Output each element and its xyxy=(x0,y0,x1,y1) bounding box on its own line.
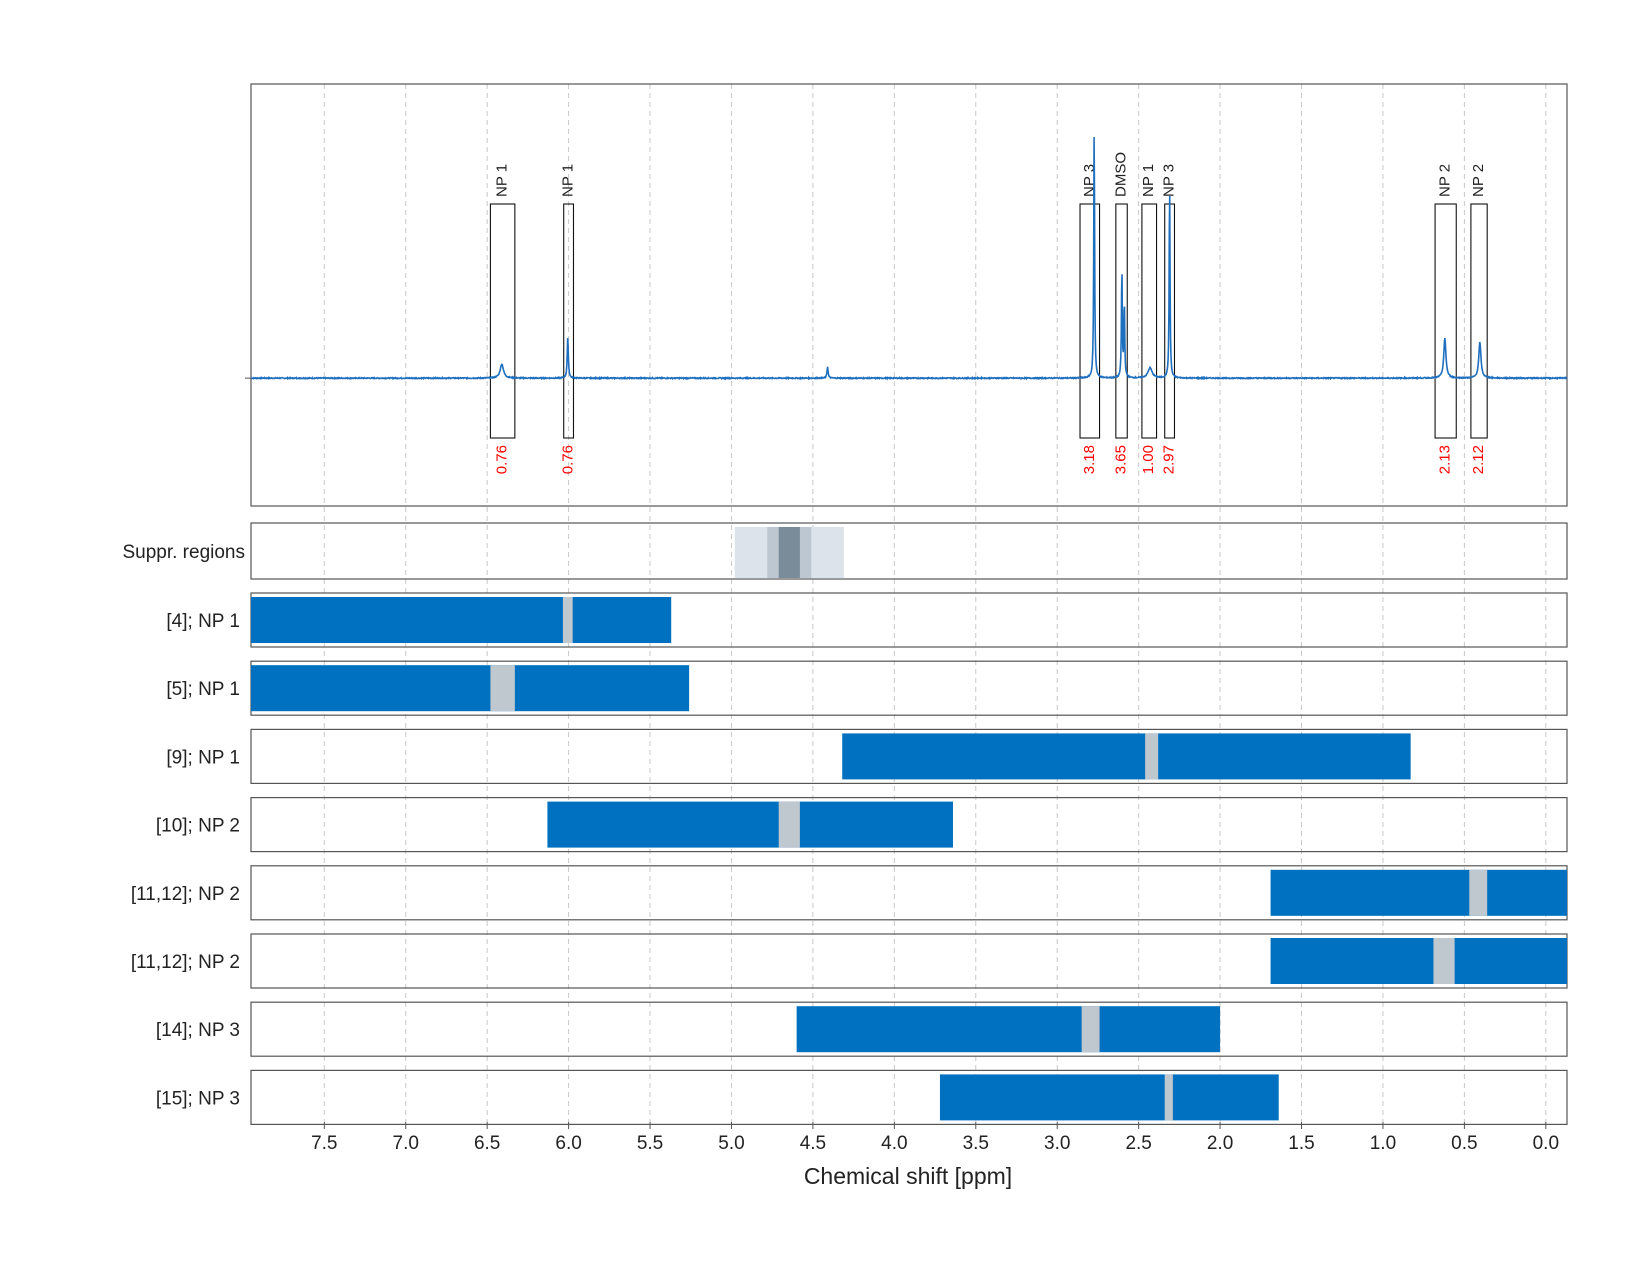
x-tick-label: 2.0 xyxy=(1207,1133,1233,1154)
signal-window xyxy=(562,597,573,643)
region-bar xyxy=(251,597,672,643)
x-axis: Chemical shift [ppm] 7.5 7.0 6.5 6.0 5.5 5.0 4… xyxy=(311,1122,1559,1189)
region-row: [4]; NP 1 xyxy=(166,592,1568,648)
signal-window xyxy=(490,665,515,712)
signal-window xyxy=(1469,869,1488,916)
peak-label: NP 3 xyxy=(1161,164,1178,197)
region-bar xyxy=(547,801,953,848)
peak-label: DMSO xyxy=(1113,152,1130,197)
integral-value: 2.97 xyxy=(1161,445,1178,474)
integration-box xyxy=(1141,203,1158,439)
integral-value: 3.65 xyxy=(1113,445,1130,474)
x-tick-label: 2.5 xyxy=(1125,1133,1151,1154)
peak-label: NP 1 xyxy=(1140,164,1157,197)
region-bar xyxy=(1270,869,1567,916)
row-frame xyxy=(250,1069,1568,1126)
integral-value: 2.12 xyxy=(1470,445,1487,474)
signal-window xyxy=(1433,938,1455,984)
integration-box xyxy=(1079,203,1101,439)
region-row: [5]; NP 1 xyxy=(166,660,1568,716)
row-label: [11,12]; NP 2 xyxy=(131,884,240,905)
integration-box xyxy=(1434,203,1457,439)
x-tick-label: 6.5 xyxy=(474,1133,500,1154)
region-bar xyxy=(796,1006,1221,1053)
row-frame xyxy=(250,796,1568,853)
integral-value: 1.00 xyxy=(1140,445,1157,474)
row-label: [9]; NP 1 xyxy=(166,747,240,768)
x-tick-label: 0.0 xyxy=(1533,1133,1559,1154)
integration-box xyxy=(1470,203,1488,439)
x-tick-label: 0.5 xyxy=(1451,1133,1477,1154)
signal-window xyxy=(1164,1074,1173,1121)
signal-window xyxy=(778,801,800,848)
x-tick-label: 6.0 xyxy=(555,1133,581,1154)
integration-box xyxy=(489,203,516,439)
x-axis-title: Chemical shift [ppm] xyxy=(804,1163,1012,1189)
x-tick-label: 1.0 xyxy=(1370,1133,1396,1154)
integral-value: 2.13 xyxy=(1437,445,1454,474)
row-frame xyxy=(250,728,1568,785)
integral-value: 0.76 xyxy=(560,445,577,474)
region-bar xyxy=(1270,938,1567,984)
spectrum-panel-frame xyxy=(250,83,1568,507)
x-tick-label: 4.0 xyxy=(881,1133,907,1154)
x-tick-label: 3.0 xyxy=(1044,1133,1070,1154)
suppression-label: Suppr. regions xyxy=(122,542,245,563)
row-frame xyxy=(250,1001,1568,1057)
region-row: [15]; NP 3 xyxy=(156,1069,1568,1126)
peak-label: NP 1 xyxy=(560,164,577,197)
region-bar xyxy=(251,665,690,712)
x-tick-label: 7.0 xyxy=(393,1133,419,1154)
x-tick-label: 4.5 xyxy=(800,1133,826,1154)
peak-label: NP 2 xyxy=(1470,164,1487,197)
region-row: [9]; NP 1 xyxy=(166,728,1568,785)
suppression-panel-frame xyxy=(250,522,1568,580)
spectrum-panel: NP 1 0.76 NP 1 0.76 NP 3 3.18 DMSO 3.65 NP 1 1.00… xyxy=(245,137,1568,474)
peak-label: NP 2 xyxy=(1437,164,1454,197)
region-bar xyxy=(939,1074,1279,1121)
integration-box xyxy=(563,203,575,439)
suppression-band xyxy=(778,527,800,578)
spectrum-trace xyxy=(250,137,1568,381)
row-label: [10]; NP 2 xyxy=(156,816,240,837)
region-row: [11,12]; NP 2 xyxy=(131,865,1568,921)
row-label: [4]; NP 1 xyxy=(166,611,240,632)
x-tick-label: 1.5 xyxy=(1288,1133,1314,1154)
region-row: [10]; NP 2 xyxy=(156,796,1568,853)
peak-label: NP 1 xyxy=(494,164,511,197)
integral-value: 3.18 xyxy=(1081,445,1098,474)
region-bar xyxy=(842,733,1411,780)
row-label: [15]; NP 3 xyxy=(156,1088,240,1109)
x-tick-label: 7.5 xyxy=(311,1133,337,1154)
row-label: [14]; NP 3 xyxy=(156,1020,240,1041)
region-row: [11,12]; NP 2 xyxy=(131,933,1568,989)
x-tick-label: 5.0 xyxy=(718,1133,744,1154)
signal-window xyxy=(1145,733,1159,780)
row-label: [5]; NP 1 xyxy=(166,679,240,700)
row-label: [11,12]; NP 2 xyxy=(131,952,240,973)
region-row: [14]; NP 3 xyxy=(156,1001,1568,1057)
x-tick-label: 5.5 xyxy=(637,1133,663,1154)
region-rows: [4]; NP 1 [5]; NP 1 [9]; NP 1 [10]; NP 2 [11… xyxy=(131,592,1568,1126)
integral-value: 0.76 xyxy=(494,445,511,474)
suppression-panel: Suppr. regions xyxy=(122,522,1568,580)
x-tick-label: 3.5 xyxy=(963,1133,989,1154)
signal-window xyxy=(1081,1006,1100,1053)
integration-box xyxy=(1115,203,1128,439)
